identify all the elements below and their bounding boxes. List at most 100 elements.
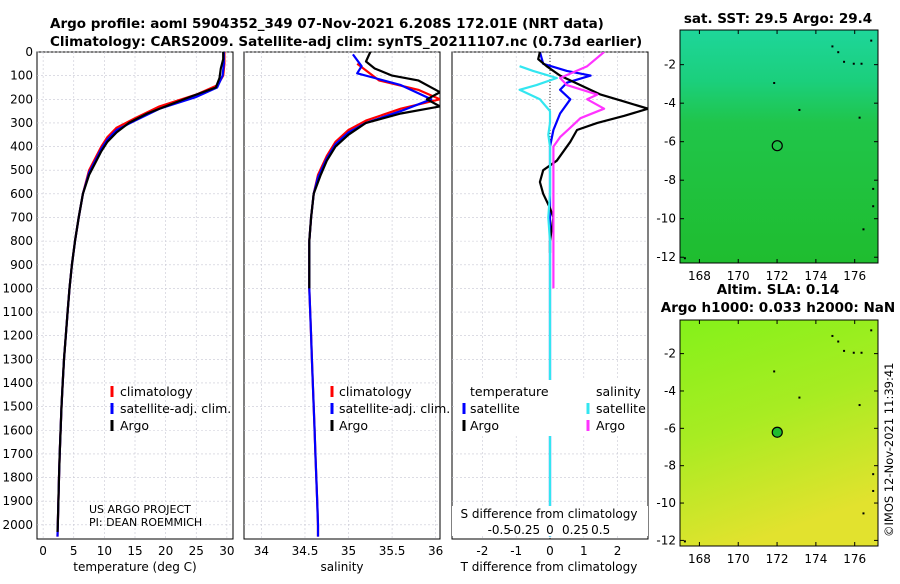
depth-tick-label: 300 — [10, 116, 33, 130]
s-tick-label: 0.25 — [562, 523, 589, 537]
s-tick-label: 0 — [546, 523, 554, 537]
depth-tick-label: 1900 — [2, 494, 33, 508]
depth-tick-label: 1300 — [2, 352, 33, 366]
depth-tick-label: 900 — [10, 258, 33, 272]
legend-s-sat-label: satellite — [596, 401, 646, 416]
legend-s-argo-label: Argo — [596, 418, 625, 433]
difference-legend-bg — [454, 380, 646, 436]
sla-map-subtitle: Argo h1000: 0.033 h2000: NaN — [661, 300, 895, 316]
x-tick-label: 35 — [341, 544, 356, 558]
sst-argo-float-marker — [771, 140, 783, 152]
temperature-legend: climatology satellite-adj. clim. Argo — [110, 384, 231, 433]
island-speck — [837, 340, 840, 343]
sla-map-lat-labels: -2 -4 -6 -8 -10 -12 — [656, 347, 676, 548]
lon-tick-label: 170 — [727, 269, 750, 283]
sla-map-panel: Altim. SLA: 0.14 Argo h1000: 0.033 h2000… — [656, 282, 895, 566]
x-tick-label: 15 — [127, 544, 142, 558]
legend-argo-label: Argo — [120, 418, 149, 433]
x-tick-label: 30 — [219, 544, 234, 558]
x-tick-label: 35.5 — [379, 544, 406, 558]
series-line — [552, 52, 606, 289]
x-tick-label: 25 — [189, 544, 204, 558]
sla-argo-float-marker — [771, 426, 783, 438]
imos-timestamp: ©IMOS 12-Nov-2021 11:39:41 — [882, 363, 896, 537]
s-axis-label-bg — [452, 506, 648, 536]
salinity-x-label: salinity — [320, 560, 363, 574]
depth-tick-label: 600 — [10, 187, 33, 201]
depth-tick-label: 1200 — [2, 329, 33, 343]
lon-tick-label: 168 — [688, 552, 711, 566]
x-tick-label: 34.5 — [292, 544, 319, 558]
credit-line1: US ARGO PROJECT — [89, 503, 191, 516]
lat-tick-label: -10 — [656, 496, 676, 510]
salinity-lines — [308, 52, 440, 537]
x-tick-label: 5 — [70, 544, 78, 558]
depth-tick-label: 500 — [10, 163, 33, 177]
island-speck — [870, 329, 873, 332]
legend-satellite-label: satellite-adj. clim. — [339, 401, 450, 416]
sst-map-title: sat. SST: 29.5 Argo: 29.4 — [684, 11, 872, 27]
credit-line2: PI: DEAN ROEMMICH — [89, 516, 202, 529]
x-tick-label: 20 — [158, 544, 173, 558]
sst-map-field — [679, 29, 879, 264]
salinity-profile-panel: 34 34.5 35 35.5 36 salinity climatology sate… — [243, 51, 450, 574]
island-speck — [860, 62, 863, 65]
island-speck — [837, 51, 840, 54]
series-line — [308, 52, 440, 289]
depth-tick-label: 0 — [25, 45, 33, 59]
lat-tick-label: -10 — [656, 212, 676, 226]
lat-tick-label: -2 — [664, 347, 676, 361]
x-tick-label: 0 — [546, 544, 554, 558]
sla-map-speckle — [683, 329, 875, 543]
legend-t-argo-label: Argo — [470, 418, 499, 433]
lat-tick-label: -4 — [664, 96, 676, 110]
island-speck — [683, 257, 686, 260]
legend-argo-label: Argo — [339, 418, 368, 433]
temperature-lines — [56, 52, 226, 537]
sla-map-title: Altim. SLA: 0.14 — [717, 282, 839, 298]
lon-tick-label: 174 — [804, 552, 827, 566]
legend-t-header: temperature — [470, 384, 549, 399]
island-speck — [852, 62, 855, 65]
sst-map-lat-labels: -2 -4 -6 -8 -10 -12 — [656, 58, 676, 265]
legend-climatology-label: climatology — [120, 384, 193, 399]
island-speck — [860, 351, 863, 354]
depth-tick-label: 800 — [10, 234, 33, 248]
s-tick-label: 0.5 — [591, 523, 610, 537]
island-speck — [862, 512, 865, 515]
island-speck — [872, 205, 875, 208]
lat-tick-label: -6 — [664, 135, 676, 149]
depth-tick-labels: 0 100 200 300 400 500 600 700 800 900 1000 1100 1200… — [2, 45, 33, 532]
depth-tick-label: 400 — [10, 140, 33, 154]
depth-tick-label: 1800 — [2, 471, 33, 485]
lon-tick-label: 176 — [843, 552, 866, 566]
depth-tick-label: 700 — [10, 210, 33, 224]
island-speck — [831, 334, 834, 337]
lat-tick-label: -8 — [664, 173, 676, 187]
sst-map-ticks — [680, 30, 878, 263]
figure-title-line2: Climatology: CARS2009. Satellite-adj cli… — [50, 34, 642, 50]
depth-tick-label: 2000 — [2, 518, 33, 532]
s-tick-label: -0.5 — [488, 523, 511, 537]
island-speck — [858, 404, 861, 407]
salinity-axes-frame — [243, 51, 441, 540]
lat-tick-label: -6 — [664, 421, 676, 435]
legend-t-sat-label: satellite — [470, 401, 520, 416]
lat-tick-label: -12 — [656, 533, 676, 547]
depth-tick-label: 1700 — [2, 447, 33, 461]
island-speck — [798, 108, 801, 111]
depth-tick-label: 1000 — [2, 281, 33, 295]
depth-tick-label: 1500 — [2, 400, 33, 414]
figure-title-line1: Argo profile: aoml 5904352_349 07-Nov-20… — [50, 16, 604, 32]
sla-map-lon-labels: 168 170 172 174 176 — [688, 552, 866, 566]
sst-map-lon-labels: 168 170 172 174 176 — [688, 269, 866, 283]
x-tick-label: 34 — [254, 544, 269, 558]
x-tick-label: 2 — [614, 544, 622, 558]
lon-tick-label: 174 — [804, 269, 827, 283]
salinity-legend: climatology satellite-adj. clim. Argo — [330, 384, 450, 433]
series-line — [537, 52, 648, 253]
sst-map-panel: sat. SST: 29.5 Argo: 29.4 168 170 172 174 17… — [656, 11, 879, 283]
island-speck — [872, 489, 875, 492]
lon-tick-label: 170 — [727, 552, 750, 566]
depth-tick-label: 1400 — [2, 376, 33, 390]
